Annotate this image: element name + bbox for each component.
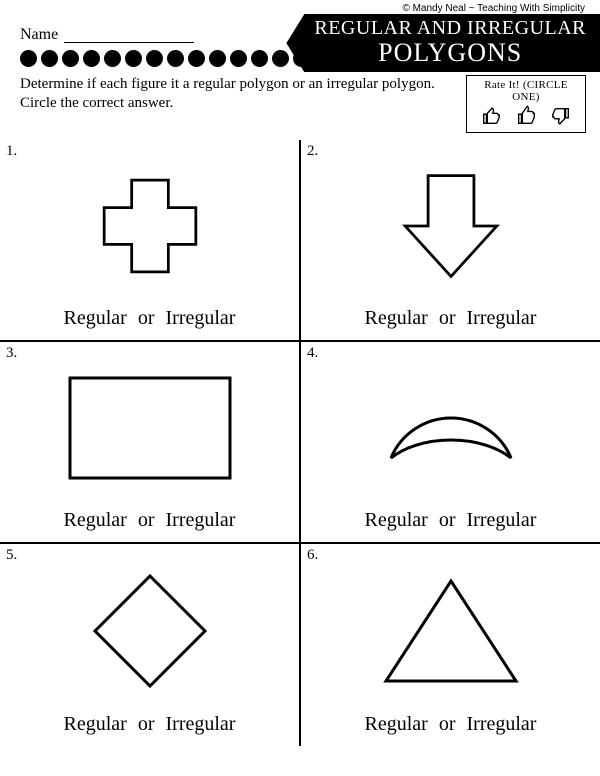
rate-it-title: Rate It! (CIRCLE ONE) — [473, 79, 579, 103]
answer-choices[interactable]: Regular or Irregular — [311, 509, 590, 534]
copyright-text: © Mandy Neal ~ Teaching With Simplicity — [402, 3, 585, 14]
thumbs-up-icon[interactable] — [480, 105, 502, 127]
decorative-dot — [167, 50, 184, 67]
crescent-shape — [376, 373, 526, 483]
decorative-dot — [104, 50, 121, 67]
thumbs-down-icon[interactable] — [550, 105, 572, 127]
decorative-dot — [251, 50, 268, 67]
cell-number: 1. — [6, 143, 17, 160]
decorative-dot — [41, 50, 58, 67]
name-input-line[interactable] — [64, 27, 194, 43]
grid-row: 3. Regular or Irregular 4. Regular or Ir… — [0, 342, 600, 544]
cell-3: 3. Regular or Irregular — [0, 342, 301, 542]
instruction-row: Determine if each figure it a regular po… — [0, 67, 600, 139]
shape-area — [311, 548, 590, 713]
worksheet-grid: 1. Regular or Irregular 2. Regular or Ir… — [0, 139, 600, 746]
rate-icons — [473, 105, 579, 127]
rectangle-shape — [60, 368, 240, 488]
cell-number: 6. — [307, 547, 318, 564]
thumbs-side-icon[interactable] — [515, 105, 537, 127]
cell-number: 3. — [6, 345, 17, 362]
name-label: Name — [20, 26, 58, 44]
decorative-dot — [146, 50, 163, 67]
rate-it-box: Rate It! (CIRCLE ONE) — [466, 75, 586, 133]
cell-6: 6. Regular or Irregular — [301, 544, 600, 746]
diamond-shape — [85, 566, 215, 696]
decorative-dot — [62, 50, 79, 67]
decorative-dot — [188, 50, 205, 67]
grid-row: 5. Regular or Irregular 6. Regular or Ir… — [0, 544, 600, 746]
decorative-dot — [272, 50, 289, 67]
decorative-dot — [125, 50, 142, 67]
triangle-shape — [376, 571, 526, 691]
cell-4: 4. Regular or Irregular — [301, 342, 600, 542]
shape-area — [10, 548, 289, 713]
answer-choices[interactable]: Regular or Irregular — [311, 307, 590, 332]
cell-2: 2. Regular or Irregular — [301, 140, 600, 340]
answer-choices[interactable]: Regular or Irregular — [10, 509, 289, 534]
name-field: Name — [20, 18, 220, 44]
answer-choices[interactable]: Regular or Irregular — [311, 713, 590, 738]
cell-number: 2. — [307, 143, 318, 160]
instructions-text: Determine if each figure it a regular po… — [20, 75, 456, 113]
grid-row: 1. Regular or Irregular 2. Regular or Ir… — [0, 140, 600, 342]
decorative-dot — [230, 50, 247, 67]
title-banner: REGULAR AND IRREGULAR POLYGONS — [286, 14, 600, 72]
arrow-down-shape — [396, 166, 506, 286]
decorative-dot — [83, 50, 100, 67]
shape-area — [311, 346, 590, 509]
cell-5: 5. Regular or Irregular — [0, 544, 301, 746]
cell-number: 5. — [6, 547, 17, 564]
cell-number: 4. — [307, 345, 318, 362]
shape-area — [311, 144, 590, 307]
decorative-dot — [209, 50, 226, 67]
cell-1: 1. Regular or Irregular — [0, 140, 301, 340]
shape-area — [10, 144, 289, 307]
decorative-dot — [20, 50, 37, 67]
shape-area — [10, 346, 289, 509]
plus-cross-shape — [95, 171, 205, 281]
title-line-1: REGULAR AND IRREGULAR — [314, 18, 586, 39]
title-line-2: POLYGONS — [314, 39, 586, 66]
answer-choices[interactable]: Regular or Irregular — [10, 307, 289, 332]
answer-choices[interactable]: Regular or Irregular — [10, 713, 289, 738]
